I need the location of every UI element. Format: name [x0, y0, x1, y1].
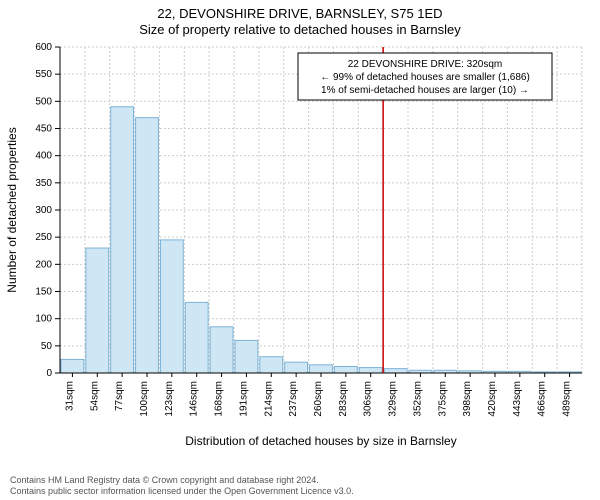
svg-text:22 DEVONSHIRE DRIVE: 320sqm: 22 DEVONSHIRE DRIVE: 320sqm [348, 59, 503, 70]
svg-text:214sqm: 214sqm [263, 381, 274, 417]
svg-text:50: 50 [41, 341, 53, 352]
svg-text:420sqm: 420sqm [487, 381, 498, 417]
svg-text:260sqm: 260sqm [313, 381, 324, 417]
footer-line-1: Contains HM Land Registry data © Crown c… [10, 475, 354, 485]
svg-text:600: 600 [35, 42, 52, 53]
svg-text:Distribution of detached house: Distribution of detached houses by size … [185, 434, 456, 448]
footer-attribution: Contains HM Land Registry data © Crown c… [10, 475, 354, 496]
title-line-1: 22, DEVONSHIRE DRIVE, BARNSLEY, S75 1ED [0, 6, 600, 22]
svg-text:123sqm: 123sqm [164, 381, 175, 417]
svg-text:283sqm: 283sqm [338, 381, 349, 417]
svg-text:146sqm: 146sqm [189, 381, 200, 417]
svg-text:329sqm: 329sqm [388, 381, 399, 417]
svg-text:191sqm: 191sqm [238, 381, 249, 417]
svg-text:0: 0 [46, 368, 52, 379]
svg-text:237sqm: 237sqm [288, 381, 299, 417]
histogram-chart: 0 50 100 150 200 250 300 350 400 450 500 550 600 31sq… [0, 37, 600, 457]
svg-text:250: 250 [35, 232, 52, 243]
title-line-2: Size of property relative to detached ho… [0, 22, 600, 38]
svg-text:54sqm: 54sqm [89, 381, 100, 411]
svg-text:450: 450 [35, 124, 52, 135]
svg-text:352sqm: 352sqm [412, 381, 423, 417]
svg-text:100sqm: 100sqm [139, 381, 150, 417]
svg-text:375sqm: 375sqm [437, 381, 448, 417]
svg-text:550: 550 [35, 69, 52, 80]
svg-text:306sqm: 306sqm [363, 381, 374, 417]
footer-line-2: Contains public sector information licen… [10, 486, 354, 496]
svg-text:100: 100 [35, 314, 52, 325]
svg-text:400: 400 [35, 151, 52, 162]
svg-text:1% of semi-detached houses are: 1% of semi-detached houses are larger (1… [321, 85, 529, 96]
svg-text:466sqm: 466sqm [537, 381, 548, 417]
svg-text:500: 500 [35, 97, 52, 108]
svg-text:Number of detached properties: Number of detached properties [5, 127, 19, 292]
svg-text:350: 350 [35, 178, 52, 189]
svg-text:77sqm: 77sqm [114, 381, 125, 411]
svg-text:← 99% of detached houses are s: ← 99% of detached houses are smaller (1,… [320, 72, 530, 83]
svg-text:398sqm: 398sqm [462, 381, 473, 417]
svg-text:300: 300 [35, 205, 52, 216]
chart-container: 22, DEVONSHIRE DRIVE, BARNSLEY, S75 1ED … [0, 0, 600, 500]
svg-text:443sqm: 443sqm [512, 381, 523, 417]
svg-text:150: 150 [35, 287, 52, 298]
svg-text:489sqm: 489sqm [562, 381, 573, 417]
svg-text:200: 200 [35, 260, 52, 271]
svg-text:31sqm: 31sqm [64, 381, 75, 411]
svg-text:168sqm: 168sqm [214, 381, 225, 417]
